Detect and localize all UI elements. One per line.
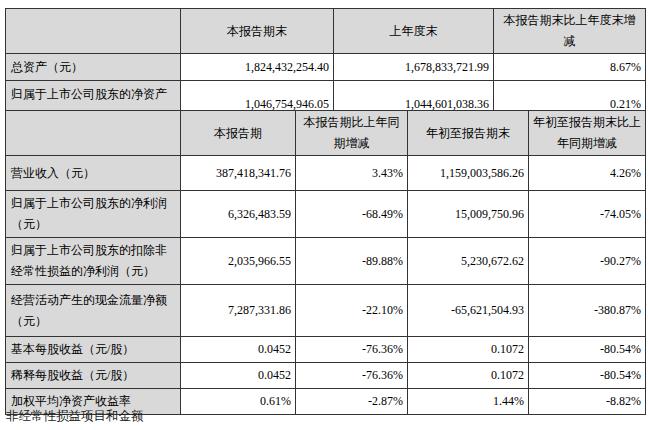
cell-value: 1,159,003,586.26	[408, 156, 529, 191]
table-row-net-profit: 归属于上市公司股东的净利润（元） 6,326,483.59 -68.49% 15…	[6, 191, 646, 238]
cell-value: 1,824,432,254.40	[181, 54, 334, 81]
cell-value: -90.27%	[529, 238, 646, 285]
row-label: 基本每股收益（元/股）	[6, 337, 181, 363]
cell-value: -80.54%	[529, 363, 646, 389]
table-row-total-assets: 总资产（元） 1,824,432,254.40 1,678,833,721.99…	[6, 54, 646, 81]
table2-header-current-period: 本报告期	[181, 111, 296, 156]
table1-header-current-period-end: 本报告期末	[181, 9, 334, 54]
cell-value: -76.36%	[296, 337, 408, 363]
income-summary-table: 本报告期 本报告期比上年同期增减 年初至报告期末 年初至报告期末比上年同期增减 …	[5, 110, 646, 415]
table-row-net-profit-excl-nonrecurring: 归属于上市公司股东的扣除非经常性损益的净利润（元） 2,035,966.55 -…	[6, 238, 646, 285]
cell-value: 7,287,331.86	[181, 285, 296, 337]
row-label: 稀释每股收益（元/股）	[6, 363, 181, 389]
cell-value: -89.88%	[296, 238, 408, 285]
table1-header-prior-year-end: 上年度末	[334, 9, 494, 54]
cell-value: 4.26%	[529, 156, 646, 191]
cell-value: -380.87%	[529, 285, 646, 337]
cell-value: -8.82%	[529, 389, 646, 415]
row-label: 经营活动产生的现金流量净额（元）	[6, 285, 181, 337]
cell-value: 0.0452	[181, 337, 296, 363]
table2-header-ytd: 年初至报告期末	[408, 111, 529, 156]
row-label: 营业收入（元）	[6, 156, 181, 191]
cell-value: 387,418,341.76	[181, 156, 296, 191]
table1-corner-cell	[6, 9, 181, 54]
cell-value: 15,009,750.96	[408, 191, 529, 238]
cell-value: 2,035,966.55	[181, 238, 296, 285]
cell-value: 1.44%	[408, 389, 529, 415]
cell-value: -65,621,504.93	[408, 285, 529, 337]
report-page: 本报告期末 上年度末 本报告期末比上年度末增减 总资产（元） 1,824,432…	[0, 0, 648, 430]
cell-value: 3.43%	[296, 156, 408, 191]
table2-corner-cell	[6, 111, 181, 156]
row-label: 总资产（元）	[6, 54, 181, 81]
cell-value: 0.61%	[181, 389, 296, 415]
table-row-operating-cash-flow: 经营活动产生的现金流量净额（元） 7,287,331.86 -22.10% -6…	[6, 285, 646, 337]
cell-value: 6,326,483.59	[181, 191, 296, 238]
footer-note: 非经常性损益项目和金额	[6, 407, 144, 425]
cell-value: 0.1072	[408, 337, 529, 363]
table2-header-period-change: 本报告期比上年同期增减	[296, 111, 408, 156]
table1-header-row: 本报告期末 上年度末 本报告期末比上年度末增减	[6, 9, 646, 54]
cell-value: 0.0452	[181, 363, 296, 389]
table1-header-change: 本报告期末比上年度末增减	[494, 9, 646, 54]
cell-value: -68.49%	[296, 191, 408, 238]
table-row-basic-eps: 基本每股收益（元/股） 0.0452 -76.36% 0.1072 -80.54…	[6, 337, 646, 363]
cell-value: -2.87%	[296, 389, 408, 415]
table2-header-ytd-change: 年初至报告期末比上年同期增减	[529, 111, 646, 156]
cell-value: -76.36%	[296, 363, 408, 389]
cell-value: 0.1072	[408, 363, 529, 389]
table-row-revenue: 营业收入（元） 387,418,341.76 3.43% 1,159,003,5…	[6, 156, 646, 191]
row-label: 归属于上市公司股东的扣除非经常性损益的净利润（元）	[6, 238, 181, 285]
cell-value: -74.05%	[529, 191, 646, 238]
cell-value: 8.67%	[494, 54, 646, 81]
cell-value: 5,230,672.62	[408, 238, 529, 285]
cell-value: 1,678,833,721.99	[334, 54, 494, 81]
table2-header-row: 本报告期 本报告期比上年同期增减 年初至报告期末 年初至报告期末比上年同期增减	[6, 111, 646, 156]
cell-value: -80.54%	[529, 337, 646, 363]
table-row-diluted-eps: 稀释每股收益（元/股） 0.0452 -76.36% 0.1072 -80.54…	[6, 363, 646, 389]
cell-value: -22.10%	[296, 285, 408, 337]
row-label: 归属于上市公司股东的净利润（元）	[6, 191, 181, 238]
